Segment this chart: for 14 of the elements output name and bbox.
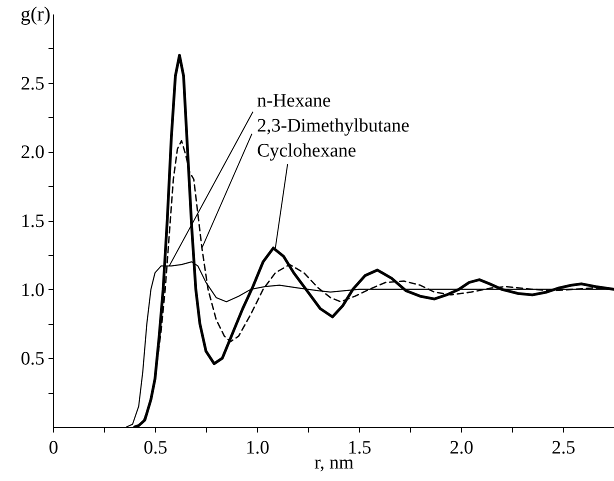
x-tick-label: 0.5 xyxy=(144,438,168,458)
annotation: n-Hexane xyxy=(257,90,331,112)
x-tick-label: 0 xyxy=(48,438,58,458)
x-tick-label: 1.0 xyxy=(246,438,270,458)
y-tick-label: 1.0 xyxy=(20,280,44,301)
y-tick-label: 1.5 xyxy=(20,211,44,232)
annotation: 2,3-Dimethylbutane xyxy=(257,116,410,137)
x-tick-label: 2.5 xyxy=(552,438,576,458)
x-tick-label: 2.0 xyxy=(450,438,474,458)
y-tick-label: 2.0 xyxy=(20,142,44,164)
annotation: Cyclohexane xyxy=(257,140,356,162)
y-axis-title: g(r) xyxy=(20,4,50,26)
y-tick-label: 0.5 xyxy=(20,348,44,370)
y-tick-label: 2.5 xyxy=(20,73,44,94)
